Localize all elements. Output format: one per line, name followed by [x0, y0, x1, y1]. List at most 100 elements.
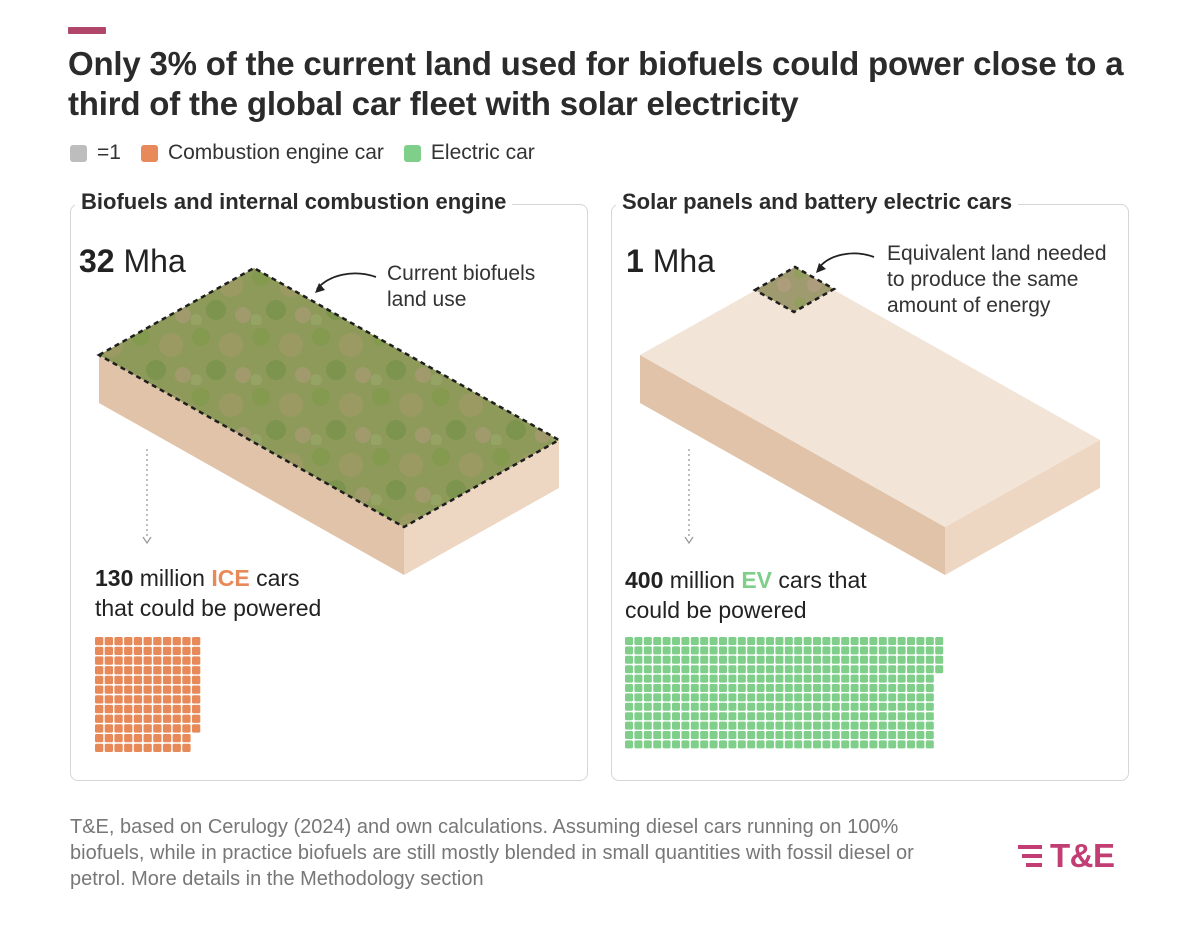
waffle-unit	[192, 724, 201, 733]
waffle-unit	[153, 675, 162, 685]
waffle-unit	[916, 702, 925, 711]
waffle-unit	[756, 702, 765, 711]
area-value-biofuels: 32	[79, 243, 115, 279]
waffle-unit	[634, 731, 643, 739]
area-unit-biofuels: Mha	[123, 243, 186, 279]
waffle-unit	[95, 666, 104, 675]
waffle-unit	[182, 666, 191, 675]
waffle-unit	[775, 731, 784, 739]
waffle-unit	[162, 695, 172, 704]
waffle-unit	[747, 684, 756, 692]
waffle-unit	[916, 665, 925, 674]
waffle-unit	[634, 684, 643, 692]
waffle-unit	[182, 637, 191, 646]
waffle-unit	[794, 655, 803, 664]
waffle-unit	[634, 665, 643, 674]
waffle-unit	[784, 684, 793, 692]
waffle-unit	[803, 712, 812, 721]
waffle-unit	[803, 693, 812, 702]
waffle-unit	[747, 637, 756, 645]
land-block-front-side-right	[945, 440, 1100, 575]
waffle-unit	[700, 731, 709, 739]
waffle-unit	[841, 637, 850, 645]
waffle-unit	[634, 674, 643, 683]
waffle-unit	[860, 674, 868, 683]
waffle-unit	[133, 675, 143, 685]
waffle-unit	[700, 702, 709, 711]
waffle-ev	[625, 637, 944, 749]
area-unit-solar: Mha	[652, 243, 715, 279]
waffle-unit	[643, 702, 652, 711]
cars-text-ice: 130 million ICE cars that could be power…	[95, 563, 321, 623]
waffle-unit	[162, 685, 172, 694]
waffle-unit	[634, 712, 643, 721]
waffle-unit	[935, 655, 944, 664]
waffle-unit	[719, 702, 727, 711]
cars-pre-ev: million	[669, 567, 735, 593]
waffle-unit	[775, 712, 784, 721]
waffle-unit	[784, 637, 793, 645]
waffle-unit	[172, 666, 181, 675]
waffle-unit	[907, 721, 915, 730]
waffle-unit	[681, 731, 690, 739]
waffle-unit	[907, 712, 915, 721]
waffle-unit	[756, 721, 765, 730]
waffle-unit	[822, 740, 831, 749]
waffle-unit	[925, 693, 934, 702]
waffle-unit	[916, 655, 925, 664]
waffle-unit	[897, 674, 906, 683]
waffle-unit	[124, 685, 133, 694]
waffle-unit	[133, 666, 143, 675]
waffle-unit	[813, 637, 821, 645]
waffle-unit	[114, 685, 123, 694]
waffle-unit	[653, 702, 662, 711]
waffle-unit	[153, 724, 162, 733]
waffle-unit	[869, 684, 878, 692]
waffle-unit	[104, 734, 113, 743]
waffle-unit	[653, 665, 662, 674]
waffle-unit	[813, 655, 821, 664]
waffle-ice	[95, 637, 201, 752]
waffle-unit	[192, 666, 201, 675]
waffle-unit	[860, 637, 868, 645]
waffle-unit	[681, 684, 690, 692]
waffle-unit	[756, 731, 765, 739]
waffle-unit	[766, 665, 774, 674]
waffle-unit	[133, 685, 143, 694]
waffle-unit	[653, 637, 662, 645]
cars-type-ice: ICE	[211, 565, 250, 591]
waffle-unit	[784, 721, 793, 730]
waffle-unit	[182, 724, 191, 733]
land-block-left-side-right	[640, 355, 945, 575]
waffle-unit	[784, 674, 793, 683]
waffle-unit	[153, 646, 162, 655]
waffle-unit	[662, 731, 671, 739]
waffle-unit	[907, 646, 915, 655]
waffle-unit	[625, 702, 633, 711]
waffle-unit	[897, 731, 906, 739]
legend-item-ev: Electric car	[403, 141, 535, 165]
waffle-unit	[172, 724, 181, 733]
annotation-arrowhead-left	[315, 283, 325, 293]
waffle-unit	[822, 693, 831, 702]
waffle-unit	[756, 740, 765, 749]
accent-bar	[68, 27, 106, 34]
waffle-unit	[143, 666, 152, 675]
waffle-unit	[114, 637, 123, 646]
waffle-unit	[916, 740, 925, 749]
waffle-unit	[719, 721, 727, 730]
waffle-unit	[104, 675, 113, 685]
waffle-unit	[681, 721, 690, 730]
waffle-unit	[172, 695, 181, 704]
waffle-unit	[690, 702, 699, 711]
waffle-unit	[878, 740, 887, 749]
waffle-unit	[143, 656, 152, 665]
waffle-unit	[114, 656, 123, 665]
annotation-solar-line2: to produce the same	[887, 268, 1079, 291]
waffle-unit	[709, 684, 718, 692]
logo-text: T&E	[1050, 837, 1115, 874]
waffle-unit	[95, 734, 104, 743]
waffle-unit	[737, 684, 746, 692]
waffle-unit	[775, 674, 784, 683]
waffle-unit	[172, 637, 181, 646]
